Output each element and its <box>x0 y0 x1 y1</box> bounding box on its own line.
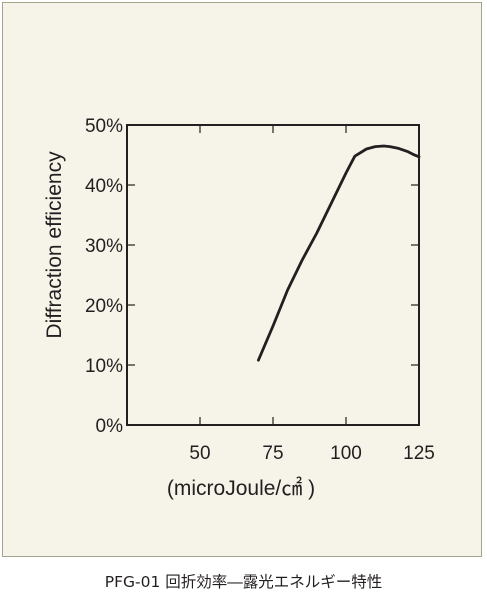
y-tick-label: 20% <box>85 296 123 317</box>
y-axis-title: Diffraction efficiency <box>43 151 66 339</box>
x-tick-label: 125 <box>403 443 435 464</box>
x-tick-label: 75 <box>262 443 283 464</box>
x-tick-label: 100 <box>330 443 362 464</box>
y-tick-label: 50% <box>85 116 123 137</box>
x-tick-label: 50 <box>189 443 210 464</box>
plot-frame <box>126 124 420 426</box>
y-axis-tick-labels: 0% 10% 20% 30% 40% 50% <box>85 116 123 437</box>
series-line-0 <box>256 144 421 362</box>
y-tick-label: 30% <box>85 236 123 257</box>
figure-panel: 0% 10% 20% 30% 40% 50% 50 75 100 125 Diffraction… <box>2 2 482 557</box>
figure-caption: PFG-01 回折効率―露光エネルギー特性 <box>104 573 383 591</box>
x-axis-title: (microJoule/㎠ ) <box>167 476 315 500</box>
y-tick-label: 10% <box>85 356 123 377</box>
x-axis-ticks <box>199 125 347 425</box>
series-lines <box>256 144 421 362</box>
y-tick-label: 40% <box>85 176 123 197</box>
x-axis-tick-labels: 50 75 100 125 <box>189 443 434 464</box>
y-tick-label: 0% <box>96 416 124 437</box>
diffraction-efficiency-chart: 0% 10% 20% 30% 40% 50% 50 75 100 125 Diffraction… <box>43 116 435 500</box>
y-axis-ticks <box>127 184 419 366</box>
